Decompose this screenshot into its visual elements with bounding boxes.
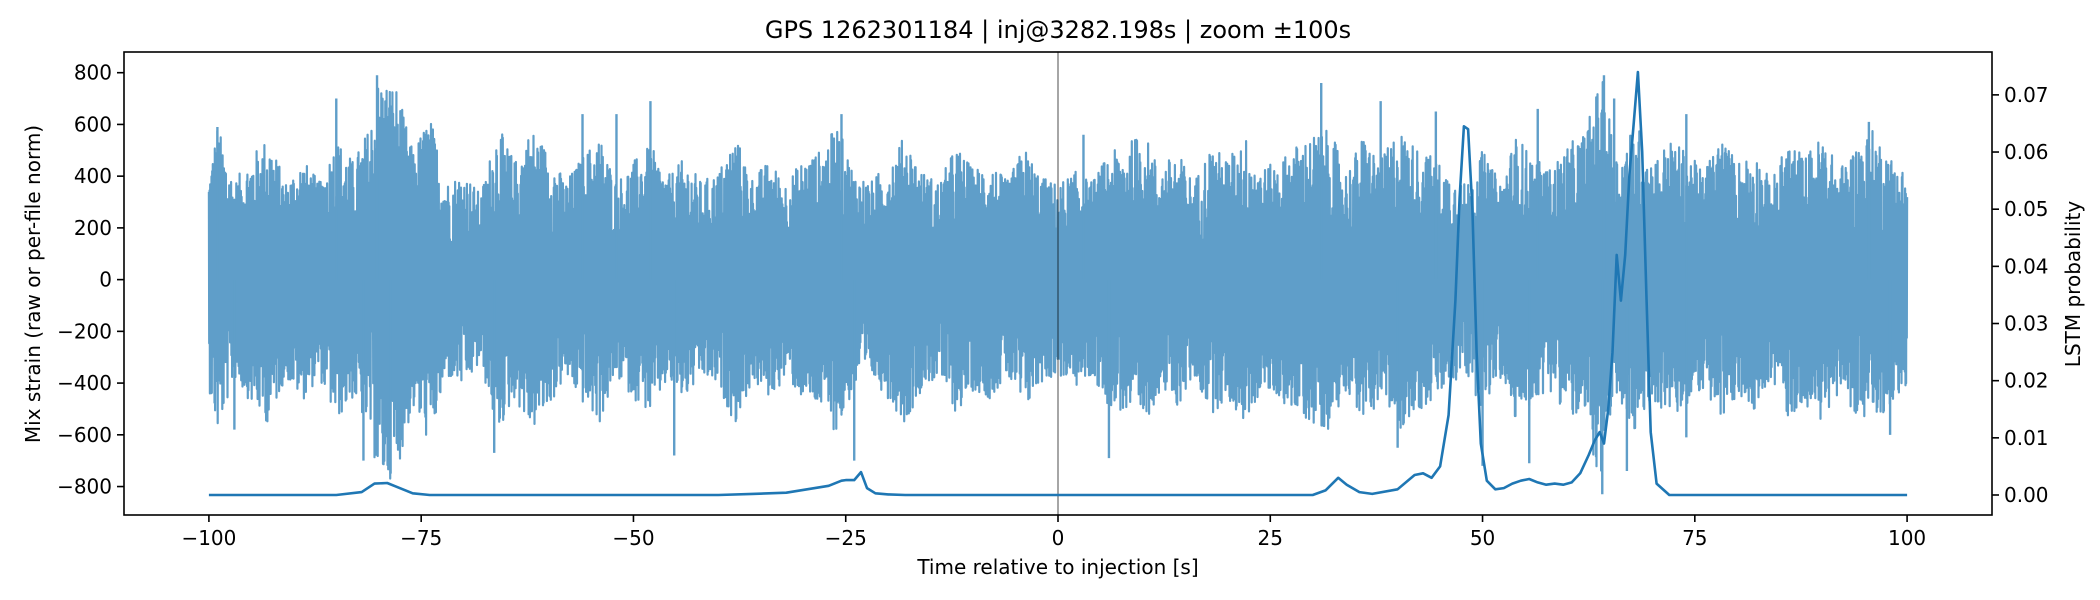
left-y-tick-label: 0: [99, 268, 112, 292]
x-tick-label: 50: [1470, 526, 1495, 550]
right-y-tick-label: 0.00: [2004, 483, 2049, 507]
x-tick-label: 75: [1682, 526, 1707, 550]
plot-area: [207, 52, 1909, 515]
right-y-tick-label: 0.07: [2004, 83, 2049, 107]
left-y-tick-label: 400: [74, 164, 112, 188]
right-y-tick-label: 0.02: [2004, 369, 2049, 393]
x-tick-label: 100: [1888, 526, 1926, 550]
strain-series: [207, 75, 1909, 495]
left-y-axis-label: Mix strain (raw or per-file norm): [21, 125, 45, 443]
right-y-tick-label: 0.06: [2004, 140, 2049, 164]
chart-title: GPS 1262301184 | inj@3282.198s | zoom ±1…: [765, 16, 1351, 44]
right-y-axis-label: LSTM probability: [2061, 201, 2085, 368]
right-y-tick-label: 0.04: [2004, 254, 2049, 278]
left-y-axis-ticks: 800 600 400 200 0 −200 −400 −600 −800: [57, 61, 124, 499]
x-tick-label: −75: [400, 526, 442, 550]
x-tick-label: −50: [612, 526, 654, 550]
x-axis-label: Time relative to injection [s]: [916, 555, 1198, 579]
right-y-axis-ticks: 0.07 0.06 0.05 0.04 0.03 0.02 0.01 0.00: [1992, 83, 2049, 507]
right-y-tick-label: 0.05: [2004, 197, 2049, 221]
right-y-tick-label: 0.01: [2004, 426, 2049, 450]
x-tick-label: −25: [825, 526, 867, 550]
x-axis-ticks: −100 −75 −50 −25 0 25 50 75 100: [181, 515, 1926, 550]
left-y-tick-label: 800: [74, 61, 112, 85]
left-y-tick-label: −400: [57, 371, 112, 395]
left-y-tick-label: −800: [57, 475, 112, 499]
left-y-tick-label: 600: [74, 112, 112, 136]
x-tick-label: 25: [1258, 526, 1283, 550]
strain-trace: [207, 81, 1909, 480]
left-y-tick-label: −200: [57, 319, 112, 343]
right-y-tick-label: 0.03: [2004, 312, 2049, 336]
left-y-tick-label: 200: [74, 216, 112, 240]
x-tick-label: 0: [1052, 526, 1065, 550]
left-y-tick-label: −600: [57, 423, 112, 447]
probability-series-line: [208, 70, 1908, 497]
x-tick-label: −100: [181, 526, 236, 550]
